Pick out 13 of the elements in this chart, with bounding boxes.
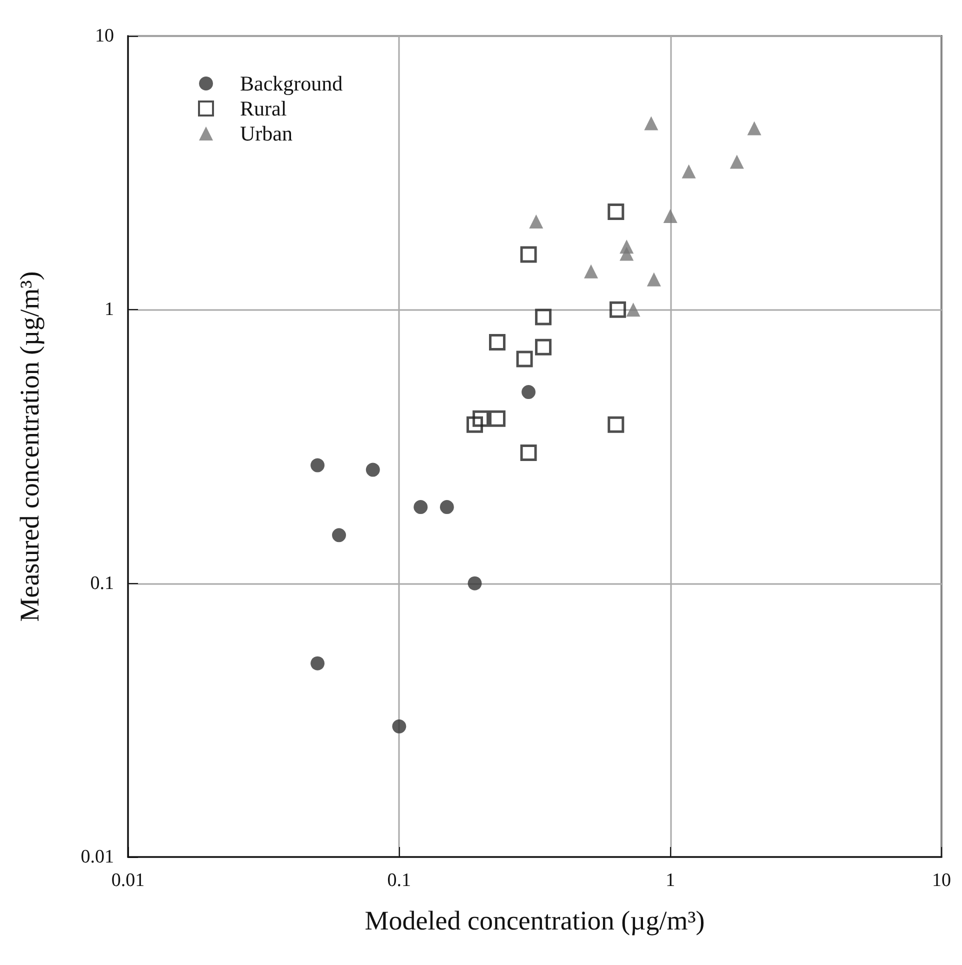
legend-label: Urban xyxy=(240,122,293,146)
y-tick-label: 1 xyxy=(104,299,114,320)
legend-label: Background xyxy=(240,72,344,96)
y-tick-label: 0.1 xyxy=(90,572,114,594)
x-tick-label: 1 xyxy=(666,870,676,891)
y-tick-label: 0.01 xyxy=(80,846,114,868)
x-tick-label: 10 xyxy=(932,870,951,891)
x-axis-title: Modeled concentration (µg/m³) xyxy=(364,906,705,936)
x-tick-label: 0.01 xyxy=(111,870,145,891)
x-tick-label: 0.1 xyxy=(387,870,412,891)
y-axis-title: Measured concentration (µg/m³) xyxy=(14,271,44,622)
y-tick-label: 10 xyxy=(95,26,114,46)
legend-label: Rural xyxy=(240,96,287,120)
